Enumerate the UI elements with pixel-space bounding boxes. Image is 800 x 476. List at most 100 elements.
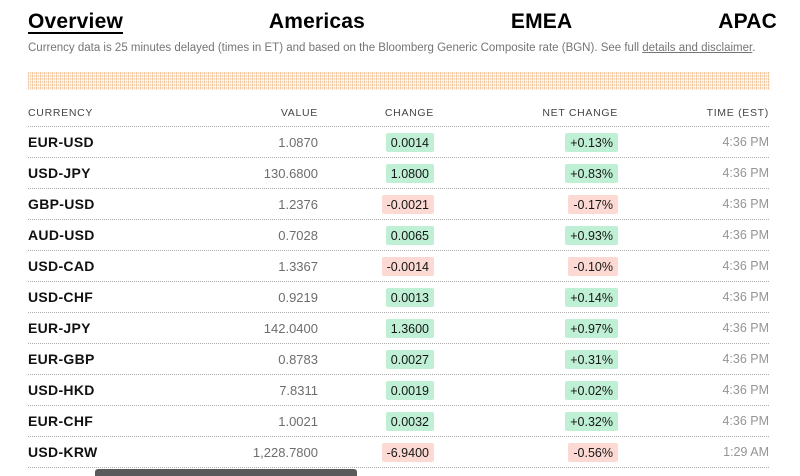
currency-pair-link[interactable]: AUD-USD xyxy=(28,227,95,243)
net-change-cell: +0.13% xyxy=(434,132,618,152)
net-change-badge: +0.14% xyxy=(565,287,618,307)
change-cell: 0.0027 xyxy=(318,349,434,369)
change-cell: -0.0021 xyxy=(318,194,434,214)
change-badge: 0.0027 xyxy=(385,349,434,369)
net-change-cell: -0.56% xyxy=(434,442,618,462)
table-row: USD-KRW 1,228.7800 -6.9400 -0.56% 1:29 AM xyxy=(28,437,769,468)
column-header-time-est: TIME (EST) xyxy=(706,107,769,119)
column-header-change: CHANGE xyxy=(384,107,434,119)
change-badge: 1.3600 xyxy=(385,318,434,338)
tab-americas[interactable]: Americas xyxy=(268,10,366,33)
currency-pair-link[interactable]: EUR-GBP xyxy=(28,351,95,367)
horizontal-scrollbar-thumb[interactable] xyxy=(95,469,357,476)
net-change-cell: +0.32% xyxy=(434,411,618,431)
net-change-cell: +0.14% xyxy=(434,287,618,307)
change-cell: 0.0013 xyxy=(318,287,434,307)
table-row: AUD-USD 0.7028 0.0065 +0.93% 4:36 PM xyxy=(28,220,769,251)
value-cell: 1.2376 xyxy=(278,196,318,212)
ad-placeholder-band xyxy=(28,72,770,90)
change-cell: -0.0014 xyxy=(318,256,434,276)
change-cell: 0.0014 xyxy=(318,132,434,152)
disclaimer-after: . xyxy=(752,42,756,54)
net-change-badge: +0.31% xyxy=(565,349,618,369)
net-change-badge: +0.97% xyxy=(565,318,618,338)
change-cell: 0.0065 xyxy=(318,225,434,245)
time-cell: 4:36 PM xyxy=(722,383,769,397)
currency-pair-link[interactable]: USD-CAD xyxy=(28,258,95,274)
time-cell: 4:36 PM xyxy=(722,414,769,428)
table-row: USD-CHF 0.9219 0.0013 +0.14% 4:36 PM xyxy=(28,282,769,313)
table-header-row: CURRENCY VALUE CHANGE NET CHANGE TIME (EST) xyxy=(28,100,769,127)
tab-overview[interactable]: Overview xyxy=(28,10,123,33)
change-badge: -0.0021 xyxy=(381,194,434,214)
currency-pair-link[interactable]: USD-JPY xyxy=(28,165,91,181)
net-change-badge: +0.32% xyxy=(565,411,618,431)
currency-pair-link[interactable]: EUR-JPY xyxy=(28,320,91,336)
table-row: EUR-JPY 142.0400 1.3600 +0.97% 4:36 PM xyxy=(28,313,769,344)
table-body: EUR-USD 1.0870 0.0014 +0.13% 4:36 PM USD-JPY 1… xyxy=(28,127,769,468)
net-change-cell: +0.83% xyxy=(434,163,618,183)
value-cell: 130.6800 xyxy=(263,165,318,181)
net-change-cell: +0.02% xyxy=(434,380,618,400)
currency-pair-link[interactable]: USD-KRW xyxy=(28,444,98,460)
change-cell: 1.3600 xyxy=(318,318,434,338)
currency-pair-link[interactable]: GBP-USD xyxy=(28,196,95,212)
time-cell: 4:36 PM xyxy=(722,321,769,335)
net-change-badge: +0.02% xyxy=(565,380,618,400)
market-tabs: Overview Americas EMEA APAC xyxy=(0,0,800,35)
disclaimer-before: Currency data is 25 minutes delayed (tim… xyxy=(28,42,643,54)
value-cell: 0.8783 xyxy=(278,351,318,367)
value-cell: 0.9219 xyxy=(278,289,318,305)
change-cell: 0.0019 xyxy=(318,380,434,400)
net-change-cell: -0.10% xyxy=(434,256,618,276)
change-badge: 1.0800 xyxy=(385,163,434,183)
change-cell: 1.0800 xyxy=(318,163,434,183)
time-cell: 4:36 PM xyxy=(722,259,769,273)
change-cell: -6.9400 xyxy=(318,442,434,462)
change-cell: 0.0032 xyxy=(318,411,434,431)
value-cell: 1,228.7800 xyxy=(252,444,318,460)
change-badge: 0.0013 xyxy=(385,287,434,307)
currency-table: CURRENCY VALUE CHANGE NET CHANGE TIME (EST) … xyxy=(28,100,769,468)
net-change-cell: +0.93% xyxy=(434,225,618,245)
column-header-value: VALUE xyxy=(280,107,318,119)
currency-pair-link[interactable]: USD-HKD xyxy=(28,382,95,398)
column-header-currency: CURRENCY xyxy=(28,107,94,119)
change-badge: 0.0032 xyxy=(385,411,434,431)
net-change-cell: +0.97% xyxy=(434,318,618,338)
value-cell: 0.7028 xyxy=(278,227,318,243)
change-badge: 0.0065 xyxy=(385,225,434,245)
currency-pair-link[interactable]: USD-CHF xyxy=(28,289,94,305)
time-cell: 4:36 PM xyxy=(722,352,769,366)
tab-emea[interactable]: EMEA xyxy=(510,10,573,33)
tab-apac[interactable]: APAC xyxy=(718,10,777,33)
net-change-badge: -0.10% xyxy=(568,256,618,276)
currency-pair-link[interactable]: EUR-USD xyxy=(28,134,94,150)
time-cell: 4:36 PM xyxy=(722,290,769,304)
change-badge: -0.0014 xyxy=(381,256,434,276)
value-cell: 142.0400 xyxy=(263,320,318,336)
net-change-badge: +0.83% xyxy=(565,163,618,183)
value-cell: 7.8311 xyxy=(279,382,318,398)
change-badge: 0.0019 xyxy=(385,380,434,400)
time-cell: 4:36 PM xyxy=(722,166,769,180)
disclaimer-text: Currency data is 25 minutes delayed (tim… xyxy=(0,35,800,56)
table-row: GBP-USD 1.2376 -0.0021 -0.17% 4:36 PM xyxy=(28,189,769,220)
table-row: EUR-GBP 0.8783 0.0027 +0.31% 4:36 PM xyxy=(28,344,769,375)
time-cell: 4:36 PM xyxy=(722,228,769,242)
currency-pair-link[interactable]: EUR-CHF xyxy=(28,413,94,429)
net-change-badge: -0.56% xyxy=(568,442,618,462)
time-cell: 4:36 PM xyxy=(722,135,769,149)
table-row: USD-JPY 130.6800 1.0800 +0.83% 4:36 PM xyxy=(28,158,769,189)
value-cell: 1.3367 xyxy=(278,258,318,274)
table-row: USD-HKD 7.8311 0.0019 +0.02% 4:36 PM xyxy=(28,375,769,406)
details-disclaimer-link[interactable]: details and disclaimer xyxy=(642,42,753,54)
change-badge: -6.9400 xyxy=(381,442,434,462)
net-change-cell: +0.31% xyxy=(434,349,618,369)
time-cell: 1:29 AM xyxy=(723,445,769,459)
net-change-badge: +0.93% xyxy=(565,225,618,245)
value-cell: 1.0021 xyxy=(278,413,318,429)
change-badge: 0.0014 xyxy=(385,132,434,152)
table-row: EUR-CHF 1.0021 0.0032 +0.32% 4:36 PM xyxy=(28,406,769,437)
